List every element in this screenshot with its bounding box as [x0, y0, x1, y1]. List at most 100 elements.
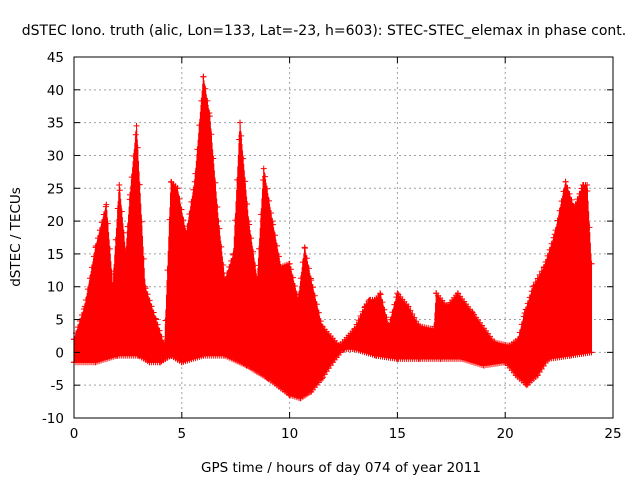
data-point-marker — [144, 291, 151, 298]
data-point-marker — [286, 260, 293, 267]
data-point-marker — [520, 313, 527, 320]
data-point-marker — [180, 217, 187, 224]
data-point-marker — [340, 346, 347, 353]
data-point-marker — [158, 333, 165, 340]
data-point-marker — [295, 296, 302, 303]
data-point-marker — [562, 178, 569, 185]
data-point-marker — [433, 290, 440, 297]
data-point-marker — [407, 307, 414, 314]
data-point-marker — [82, 297, 89, 304]
data-point-marker — [362, 303, 369, 310]
data-point-marker — [206, 113, 213, 120]
data-point-marker — [168, 352, 175, 359]
data-point-marker — [588, 349, 595, 356]
data-point-marker — [191, 178, 198, 185]
data-point-marker — [301, 244, 308, 251]
data-point-marker — [566, 190, 573, 197]
data-point-marker — [265, 375, 272, 382]
data-point-marker — [160, 339, 167, 346]
data-point-marker — [377, 290, 384, 297]
y-tick-label: -10 — [42, 411, 64, 427]
data-point-marker — [161, 342, 168, 349]
data-point-marker — [564, 184, 571, 191]
data-point-marker — [268, 210, 275, 217]
data-point-marker — [536, 369, 543, 376]
data-point-marker — [202, 85, 209, 92]
data-point-marker — [548, 240, 555, 247]
data-point-marker — [116, 181, 123, 188]
data-point-marker — [454, 290, 461, 297]
data-point-marker — [584, 188, 591, 195]
data-point-marker — [530, 283, 537, 290]
data-point-marker — [588, 260, 595, 267]
data-point-marker — [112, 236, 119, 243]
data-point-marker — [186, 211, 193, 218]
data-point-marker — [116, 187, 123, 194]
data-point-marker — [232, 217, 239, 224]
data-point-marker — [184, 223, 191, 230]
data-point-marker — [74, 324, 81, 331]
data-point-marker — [459, 355, 466, 362]
data-point-marker — [188, 198, 195, 205]
data-point-marker — [526, 294, 533, 301]
data-point-marker — [183, 231, 190, 238]
data-point-marker — [313, 301, 320, 308]
data-point-marker — [215, 218, 222, 225]
data-point-marker — [319, 374, 326, 381]
data-point-marker — [303, 255, 310, 262]
data-point-marker — [162, 317, 169, 324]
y-axis-label: dSTEC / TECUs — [8, 187, 24, 287]
data-point-marker — [512, 372, 519, 379]
x-tick-label: 0 — [70, 426, 79, 442]
data-point-marker — [262, 173, 269, 180]
data-point-marker — [536, 271, 543, 278]
y-tick-label: 40 — [47, 83, 64, 99]
data-point-marker — [228, 257, 235, 264]
data-point-marker — [558, 198, 565, 205]
data-point-marker — [178, 206, 185, 213]
x-tick-label: 15 — [389, 426, 406, 442]
tick-labels: 0 5 10 15 20 25 -10 -5 0 5 10 15 20 25 30 35 40 45 — [42, 50, 622, 442]
data-point-marker — [394, 290, 401, 297]
data-point-marker — [317, 318, 324, 325]
data-point-marker — [88, 264, 95, 271]
data-point-marker — [133, 122, 140, 129]
data-point-marker — [200, 352, 207, 359]
data-point-marker — [277, 264, 284, 271]
data-point-marker — [318, 375, 325, 382]
data-point-marker — [297, 395, 304, 402]
data-point-marker — [299, 259, 306, 266]
data-point-marker — [192, 170, 199, 177]
data-point-marker — [528, 288, 535, 295]
data-point-marker — [329, 359, 336, 366]
data-point-marker — [538, 366, 545, 373]
data-point-marker — [220, 262, 227, 269]
data-point-marker — [264, 185, 271, 192]
data-point-marker — [135, 352, 142, 359]
data-point-marker — [381, 306, 388, 313]
data-point-marker — [566, 352, 573, 359]
y-tick-label: 5 — [55, 313, 64, 329]
data-point-marker — [515, 336, 522, 343]
data-point-marker — [142, 283, 149, 290]
data-point-marker — [405, 303, 412, 310]
data-point-marker — [218, 243, 225, 250]
data-point-marker — [385, 323, 392, 330]
data-point-marker — [443, 303, 450, 310]
data-markers — [71, 73, 595, 402]
data-point-marker — [546, 246, 553, 253]
data-point-marker — [550, 234, 557, 241]
data-point-marker — [256, 245, 263, 252]
data-point-marker — [552, 227, 559, 234]
data-point-marker — [96, 227, 103, 234]
data-point-marker — [136, 181, 143, 188]
data-point-marker — [544, 252, 551, 259]
data-point-marker — [106, 245, 113, 252]
data-point-marker — [269, 218, 276, 225]
data-point-marker — [391, 301, 398, 308]
data-point-marker — [124, 223, 131, 230]
data-point-marker — [260, 177, 267, 184]
data-point-marker — [110, 268, 117, 275]
data-point-marker — [415, 323, 422, 330]
